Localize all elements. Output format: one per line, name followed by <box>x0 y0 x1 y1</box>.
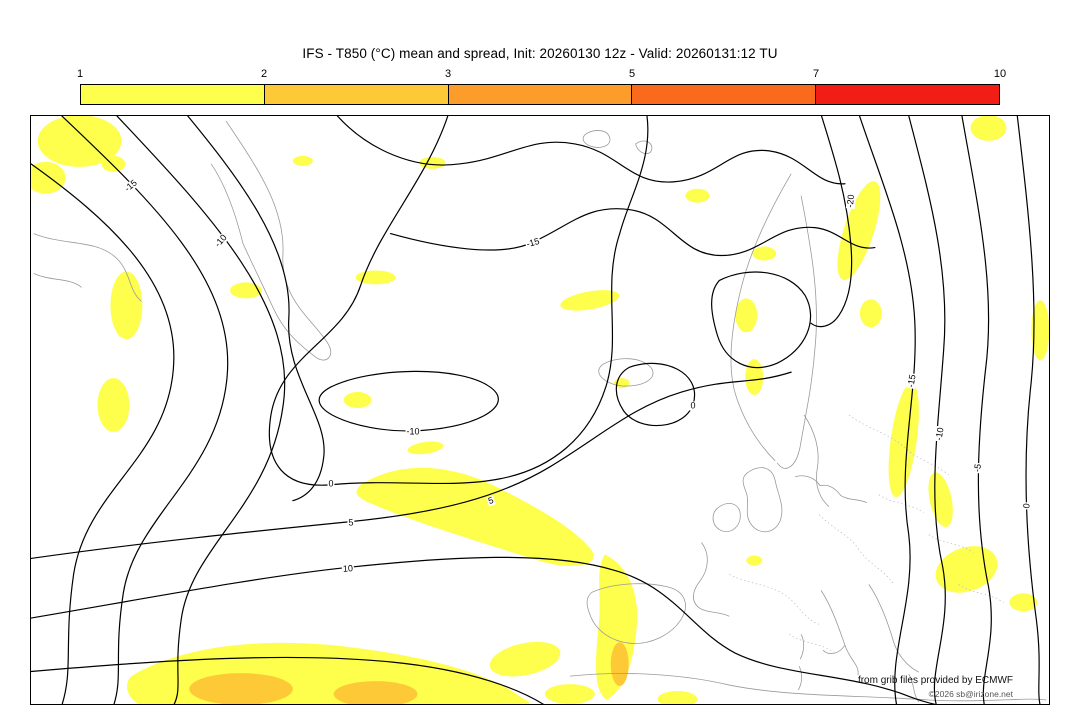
colorbar-ticks: 1 2 3 5 7 10 <box>76 68 1006 82</box>
contour-label: -20 <box>844 193 857 209</box>
contour-label: 10 <box>341 563 355 574</box>
contour-label: 0 <box>689 400 697 411</box>
contour-label: -15 <box>122 177 140 195</box>
contour-label: -5 <box>971 462 984 474</box>
contour-label: -15 <box>905 372 918 390</box>
contour-label: 0 <box>1021 501 1033 511</box>
contour-label: -15 <box>524 236 542 250</box>
map-canvas <box>31 116 1049 704</box>
copyright-note: ©2026 sb@irizone.net <box>928 689 1013 699</box>
data-credit: from grib files provided by ECMWF <box>857 675 1013 686</box>
contour-label: 5 <box>347 517 355 528</box>
colorbar-segments <box>80 84 1000 105</box>
colorbar-segment <box>816 85 999 104</box>
contour-label: 5 <box>486 494 496 507</box>
colorbar-tick-label: 7 <box>812 68 820 80</box>
coastlines <box>33 120 1047 703</box>
colorbar-tick-label: 3 <box>444 68 452 80</box>
colorbar-segment <box>264 85 449 104</box>
contour-label: -10 <box>933 425 946 443</box>
colorbar-segment <box>632 85 817 104</box>
contour-labels: -15 -10 -15 -20 -10 0 0 5 5 10 -15 -10 -5 0 <box>31 116 1049 704</box>
contour-label: 0 <box>327 478 335 489</box>
mean-contours <box>31 116 1041 704</box>
colorbar-tick-label: 10 <box>993 68 1007 80</box>
colorbar-segment <box>448 85 633 104</box>
colorbar-tick-label: 2 <box>260 68 268 80</box>
page-title: IFS - T850 (°C) mean and spread, Init: 2… <box>302 46 778 61</box>
spread-colorbar: 1 2 3 5 7 10 <box>77 68 1006 105</box>
country-borders <box>729 414 1004 653</box>
contour-label: -10 <box>212 232 230 250</box>
colorbar-tick-label: 5 <box>628 68 636 80</box>
spread-shading-level2 <box>189 642 629 704</box>
contour-label: -10 <box>405 426 421 437</box>
colorbar-segment <box>81 85 265 104</box>
colorbar-tick-label: 1 <box>76 68 84 80</box>
map-panel: -15 -10 -15 -20 -10 0 0 5 5 10 -15 -10 -5 0 from grib… <box>30 115 1050 705</box>
